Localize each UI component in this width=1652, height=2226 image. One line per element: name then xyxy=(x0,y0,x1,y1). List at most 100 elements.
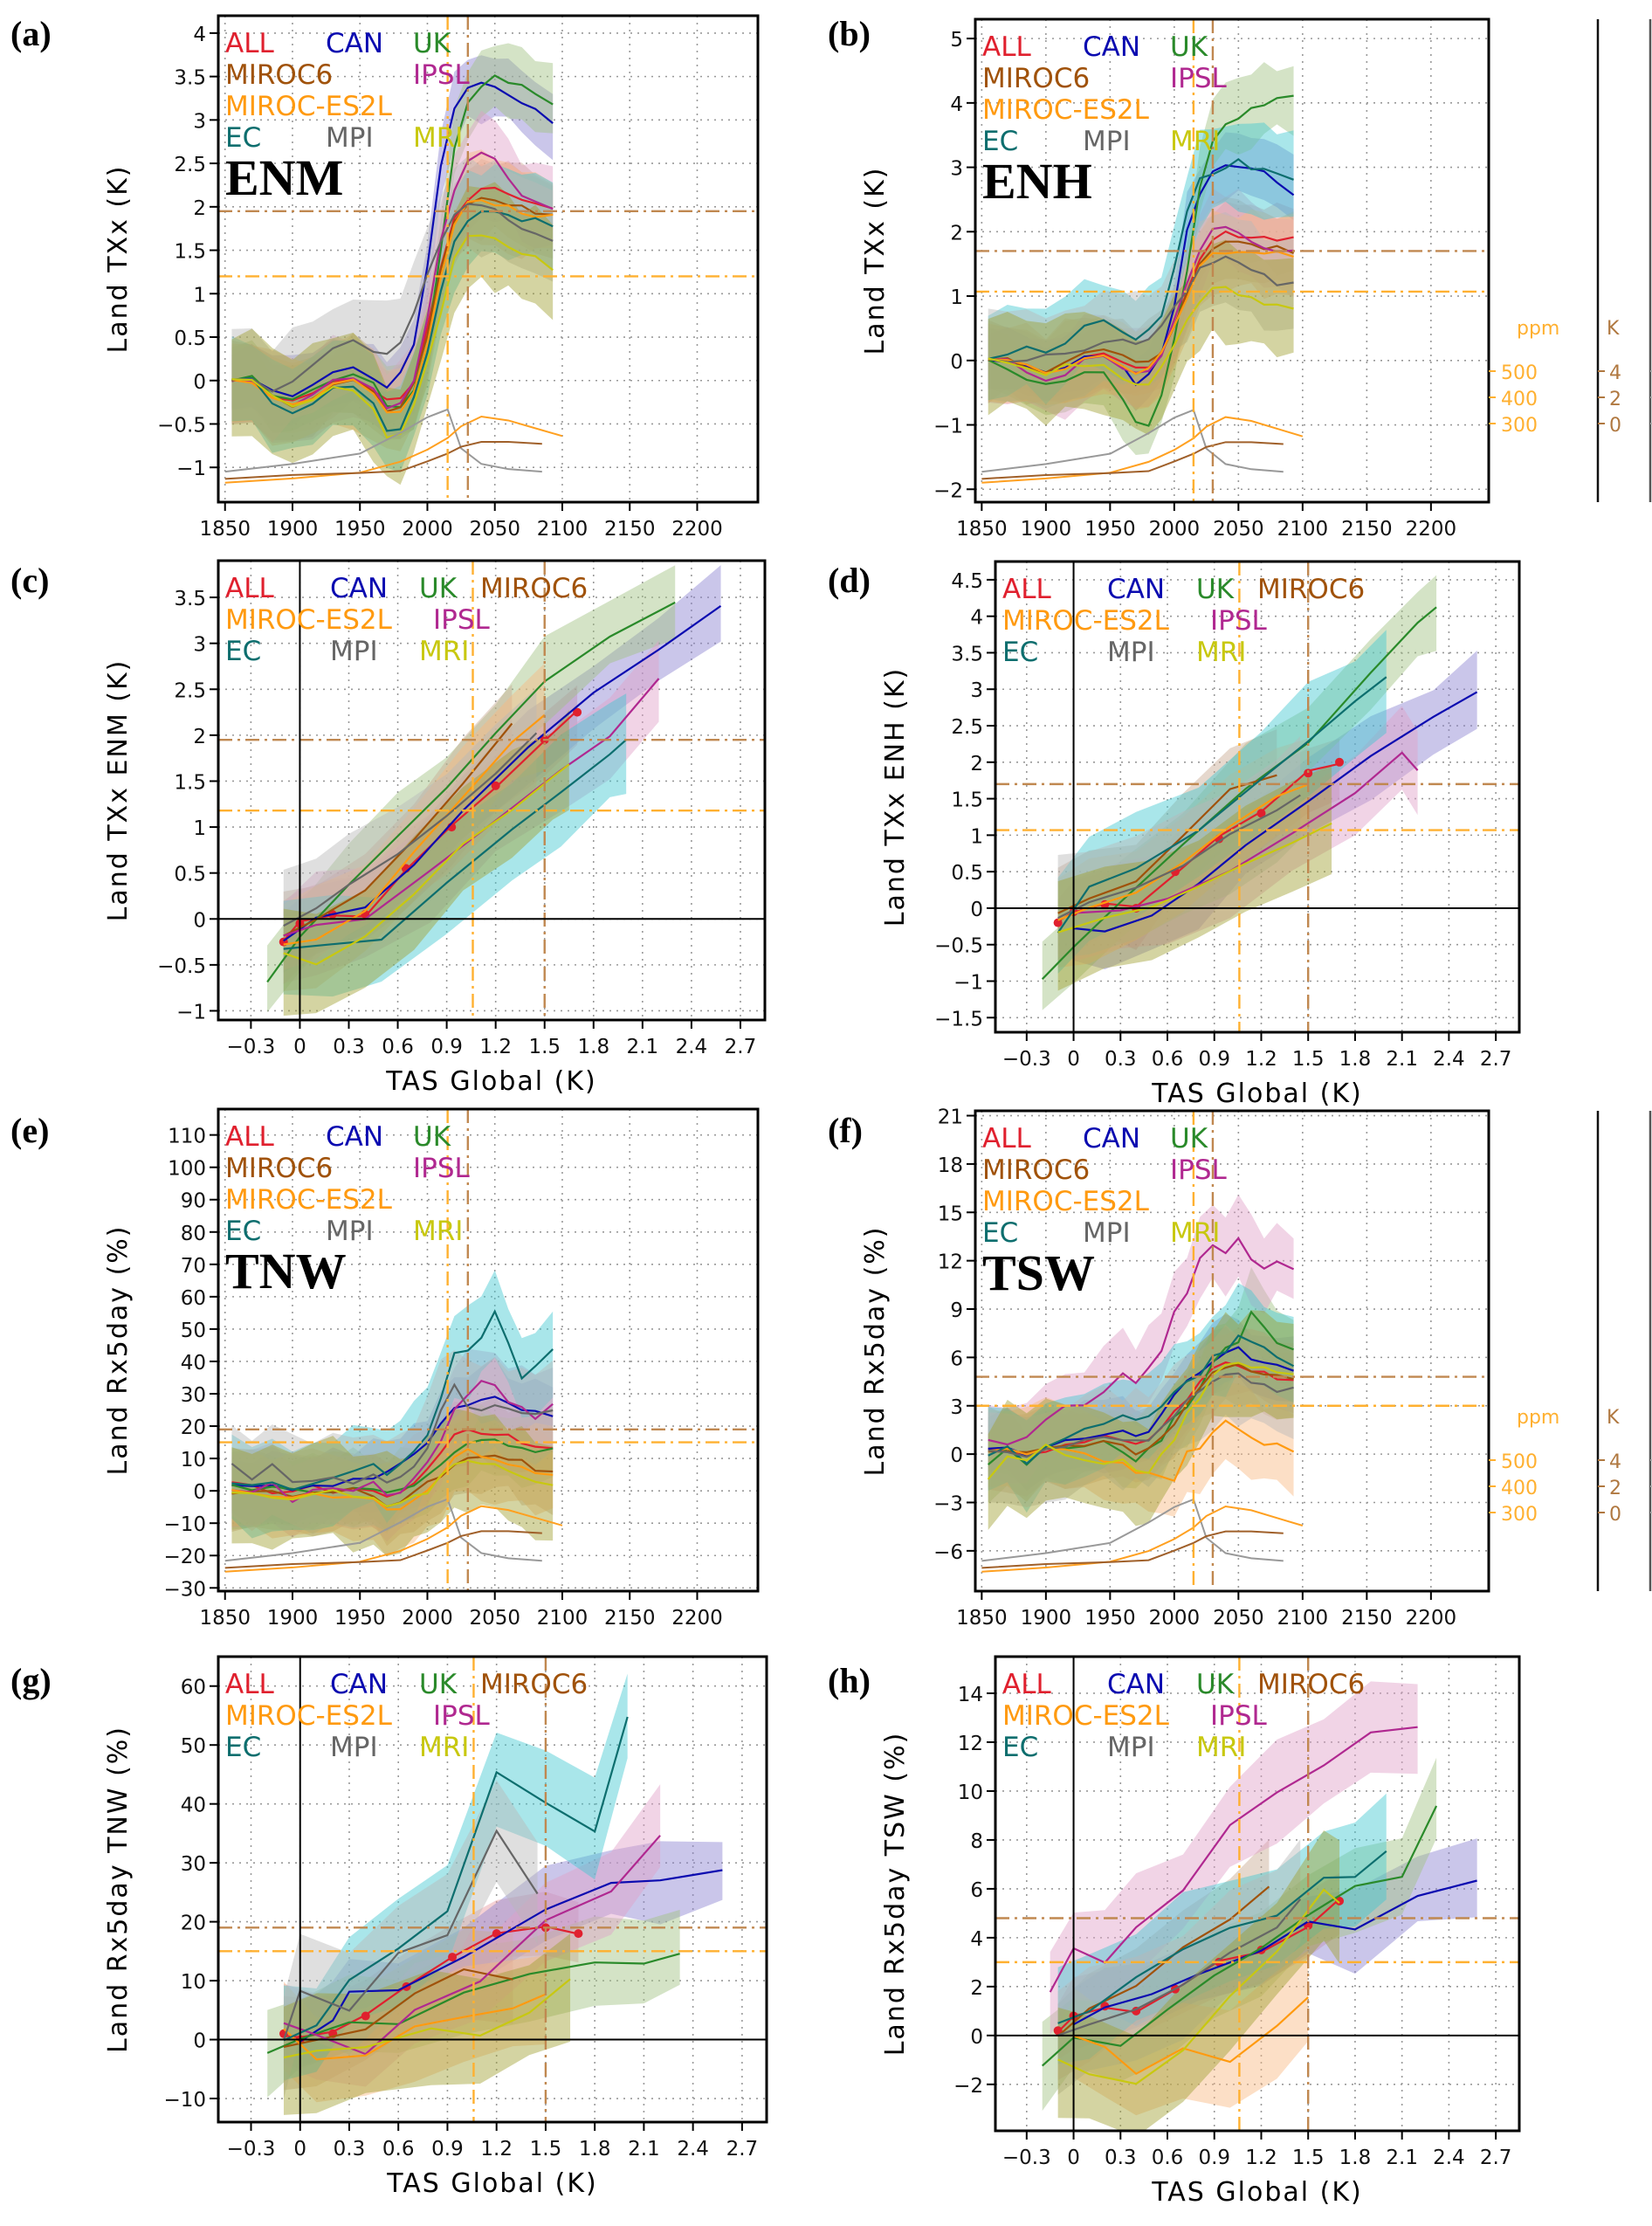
plot-frame xyxy=(994,1655,1521,2133)
series-line-can xyxy=(1073,691,1478,933)
panel-letter: (h) xyxy=(828,1661,871,1700)
band-miroc-es2l xyxy=(1073,1950,1309,2116)
x-tick-label: 2200 xyxy=(1406,1607,1457,1630)
legend-entry-all: ALL xyxy=(225,1121,274,1153)
legend-entry-miroc-es2l: MIROC-ES2L xyxy=(225,91,393,122)
panel-letter: (b) xyxy=(828,14,871,53)
band-miroc-es2l xyxy=(283,1955,546,2103)
y-tick-label: 12 xyxy=(958,1733,983,1755)
band-can xyxy=(283,565,721,973)
band-ipsl xyxy=(283,1784,661,2087)
legend-entry-uk: UK xyxy=(419,573,458,604)
forcing-temp-line xyxy=(981,441,1284,480)
series-line-ec xyxy=(231,1309,554,1492)
y-axis-label: Land Rx5day TSW (%) xyxy=(880,1732,911,2057)
region-label: TSW xyxy=(982,1244,1095,1301)
legend-entry-ipsl: IPSL xyxy=(433,1700,491,1732)
series-line-mpi xyxy=(283,732,538,927)
x-tick-label: 0.6 xyxy=(382,1036,414,1058)
x-tick-label: −0.3 xyxy=(1002,2147,1051,2169)
series-line-miroc-es2l xyxy=(231,1448,554,1511)
x-tick-label: 1950 xyxy=(1084,1607,1136,1630)
y-tick-label: 0 xyxy=(193,909,206,932)
y-tick-label: −2 xyxy=(933,479,963,502)
legend-entry-miroc-es2l: MIROC-ES2L xyxy=(225,604,393,636)
legend-entry-ec: EC xyxy=(1002,637,1038,668)
y-tick-label: 21 xyxy=(938,1106,963,1129)
y-tick-label: −1 xyxy=(176,458,206,480)
legend-entry-mri: MRI xyxy=(419,636,469,667)
band-ec xyxy=(1057,1793,1387,2064)
x-tick-label: 1850 xyxy=(199,518,251,541)
series-line-ec xyxy=(1057,1850,1387,2024)
y-tick-label: 0.5 xyxy=(174,327,206,350)
y-axis-label: Land TXx (K) xyxy=(103,165,134,354)
band-ec xyxy=(283,1673,628,2081)
x-tick-label: 2.1 xyxy=(628,2138,660,2161)
forcing-aerosol-line xyxy=(981,1498,1284,1562)
series-line-ipsl xyxy=(283,1835,661,2056)
legend-entry-all: ALL xyxy=(225,1669,274,1700)
y-tick-label: 0 xyxy=(193,371,206,394)
y-tick-label: 20 xyxy=(181,1416,206,1439)
band-mri xyxy=(988,239,1294,436)
y-tick-label: 3 xyxy=(970,679,983,702)
y-tick-label: 40 xyxy=(181,1795,206,1817)
y-axis-label: Land TXx ENM (K) xyxy=(103,659,134,922)
x-axis-label: TAS Global (K) xyxy=(385,1066,596,1097)
k-tick-label: 4 xyxy=(1609,1451,1621,1473)
series-line-miroc-es2l xyxy=(1073,1996,1309,2076)
x-tick-label: 2100 xyxy=(537,1607,589,1630)
plot-frame xyxy=(217,1655,768,2124)
y-tick-label: −0.5 xyxy=(157,414,206,437)
legend-entry-ec: EC xyxy=(1002,1732,1038,1763)
legend-entry-miroc6: MIROC6 xyxy=(982,63,1090,94)
series-line-ipsl xyxy=(988,1237,1295,1446)
y-tick-label: 110 xyxy=(168,1126,206,1148)
x-tick-label: 1.8 xyxy=(1339,2147,1372,2169)
x-tick-label: −0.3 xyxy=(1002,1048,1051,1071)
series-line-miroc-es2l xyxy=(283,713,546,946)
panel-a: 1850 1900 1950 2000 2050 2100 2150 2200 −1 −0.5 0 0… xyxy=(10,14,760,541)
series-line-mri xyxy=(231,1459,554,1508)
legend-entry-ec: EC xyxy=(225,122,261,154)
legend-entry-mpi: MPI xyxy=(1107,1732,1155,1763)
all-marker xyxy=(1304,768,1313,778)
series-line-mpi xyxy=(1057,1898,1302,2036)
y-tick-label: 4 xyxy=(950,93,963,116)
y-tick-label: 0 xyxy=(193,2030,206,2053)
legend-entry-ipsl: IPSL xyxy=(1170,1154,1228,1186)
y-tick-label: 15 xyxy=(938,1203,963,1225)
x-tick-label: 1.5 xyxy=(530,2138,562,2161)
x-tick-label: 1.2 xyxy=(479,1036,512,1058)
series-line-mpi xyxy=(1057,794,1301,920)
series-line-ec xyxy=(231,210,554,432)
all-marker xyxy=(1335,757,1345,767)
x-tick-label: 2200 xyxy=(1406,518,1457,541)
y-tick-label: 3.5 xyxy=(174,67,206,90)
y-tick-label: 2.5 xyxy=(951,716,983,739)
x-tick-label: 2050 xyxy=(469,518,520,541)
series-line-mpi xyxy=(988,255,1294,363)
y-tick-label: 4 xyxy=(970,1928,983,1951)
x-tick-label: 1850 xyxy=(956,518,1008,541)
band-miroc-es2l xyxy=(988,1382,1294,1517)
legend-entry-can: CAN xyxy=(1083,31,1140,63)
legend-entry-mpi: MPI xyxy=(330,1732,378,1763)
y-tick-label: −1.5 xyxy=(934,1008,983,1030)
x-tick-label: 0.9 xyxy=(1198,1048,1230,1071)
y-tick-label: 3 xyxy=(193,110,206,133)
x-tick-label: 2.7 xyxy=(1480,2147,1512,2169)
y-axis-label: Land Rx5day (%) xyxy=(103,1224,134,1475)
series-line-ipsl xyxy=(988,225,1294,382)
band-miroc-es2l xyxy=(988,209,1294,410)
x-tick-label: 2200 xyxy=(671,1607,723,1630)
panel-e: 1850 1900 1950 2000 2050 2100 2150 2200−30−20−1… xyxy=(10,1107,760,1630)
x-tick-label: 0.3 xyxy=(333,1036,365,1058)
band-miroc6 xyxy=(231,158,554,441)
x-tick-label: 2.4 xyxy=(1433,1048,1465,1071)
legend-entry-can: CAN xyxy=(1107,574,1165,605)
series-line-miroc-es2l xyxy=(231,199,554,414)
y-tick-label: 80 xyxy=(181,1223,206,1245)
